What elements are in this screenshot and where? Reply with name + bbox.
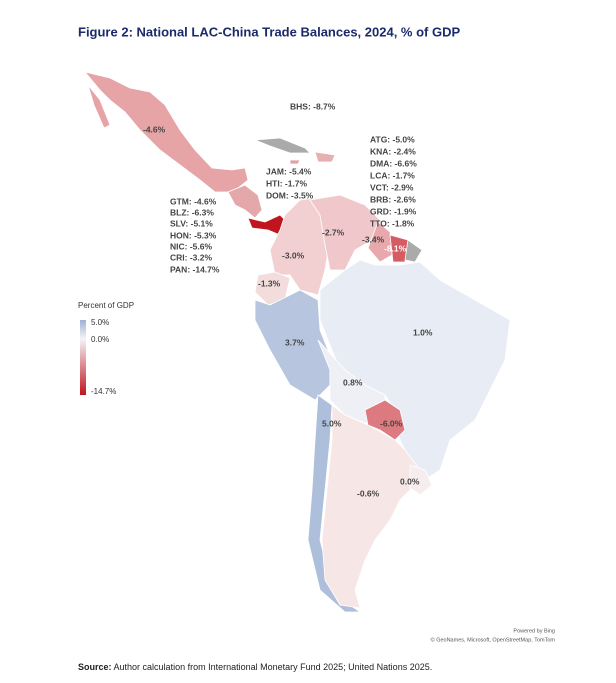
legend-scale: [80, 320, 86, 395]
legend-tick: 5.0%: [91, 318, 109, 327]
map-label: TTO: -1.8%: [370, 218, 415, 228]
attribution: Powered by Bing: [513, 628, 555, 634]
map-label: PAN: -14.7%: [170, 264, 220, 274]
legend-tick: -14.7%: [91, 387, 116, 396]
map-label: NIC: -5.6%: [170, 241, 212, 251]
map-label: 1.0%: [413, 327, 433, 337]
map-label: ATG: -5.0%: [370, 134, 415, 144]
map: [83, 71, 511, 613]
map-label: DMA: -6.6%: [370, 158, 417, 168]
map-label: HTI: -1.7%: [266, 178, 308, 188]
map-label: BHS: -8.7%: [290, 101, 336, 111]
map-label: JAM: -5.4%: [266, 166, 312, 176]
map-label: 5.0%: [322, 418, 342, 428]
map-label: -2.7%: [322, 227, 345, 237]
map-label: LCA: -1.7%: [370, 170, 415, 180]
map-label: -3.4%: [362, 234, 385, 244]
map-label: -4.6%: [143, 124, 166, 134]
source-text: Author calculation from International Mo…: [114, 662, 433, 672]
map-label: 3.7%: [285, 337, 305, 347]
map-label: GTM: -4.6%: [170, 196, 217, 206]
map-label: KNA: -2.4%: [370, 146, 416, 156]
source: Source: Author calculation from Internat…: [78, 662, 432, 672]
map-label: VCT: -2.9%: [370, 182, 414, 192]
map-label: -8.1%: [384, 243, 407, 253]
map-label: -3.0%: [282, 250, 305, 260]
legend-tick: 0.0%: [91, 335, 109, 344]
map-label: -0.6%: [357, 488, 380, 498]
map-label: DOM: -3.5%: [266, 190, 314, 200]
map-label: GRD: -1.9%: [370, 206, 417, 216]
map-label: -1.3%: [258, 278, 281, 288]
legend: Percent of GDP 5.0% 0.0% -14.7%: [78, 301, 134, 396]
lesser-antilles: ATG: -5.0% KNA: -2.4% DMA: -6.6% LCA: -1…: [370, 134, 417, 228]
map-label: SLV: -5.1%: [170, 218, 213, 228]
map-label: BRB: -2.6%: [370, 194, 416, 204]
map-label: 0.0%: [400, 476, 420, 486]
map-label: HON: -5.3%: [170, 230, 217, 240]
central-america: GTM: -4.6% BLZ: -6.3% SLV: -5.1% HON: -5…: [170, 196, 220, 274]
map-label: -6.0%: [380, 418, 403, 428]
map-label: 0.8%: [343, 377, 363, 387]
source-label: Source:: [78, 662, 112, 672]
country-labels: -4.6% -2.7% -3.4% -8.1% -3.0% -1.3% 3.7%…: [143, 124, 433, 498]
legend-title: Percent of GDP: [78, 301, 134, 310]
map-label: CRI: -3.2%: [170, 252, 212, 262]
greater-antilles: JAM: -5.4% HTI: -1.7% DOM: -3.5%: [266, 166, 314, 200]
map-label: BLZ: -6.3%: [170, 207, 214, 217]
attribution: © GeoNames, Microsoft, OpenStreetMap, To…: [431, 636, 556, 643]
title: Figure 2: National LAC-China Trade Balan…: [78, 24, 460, 39]
